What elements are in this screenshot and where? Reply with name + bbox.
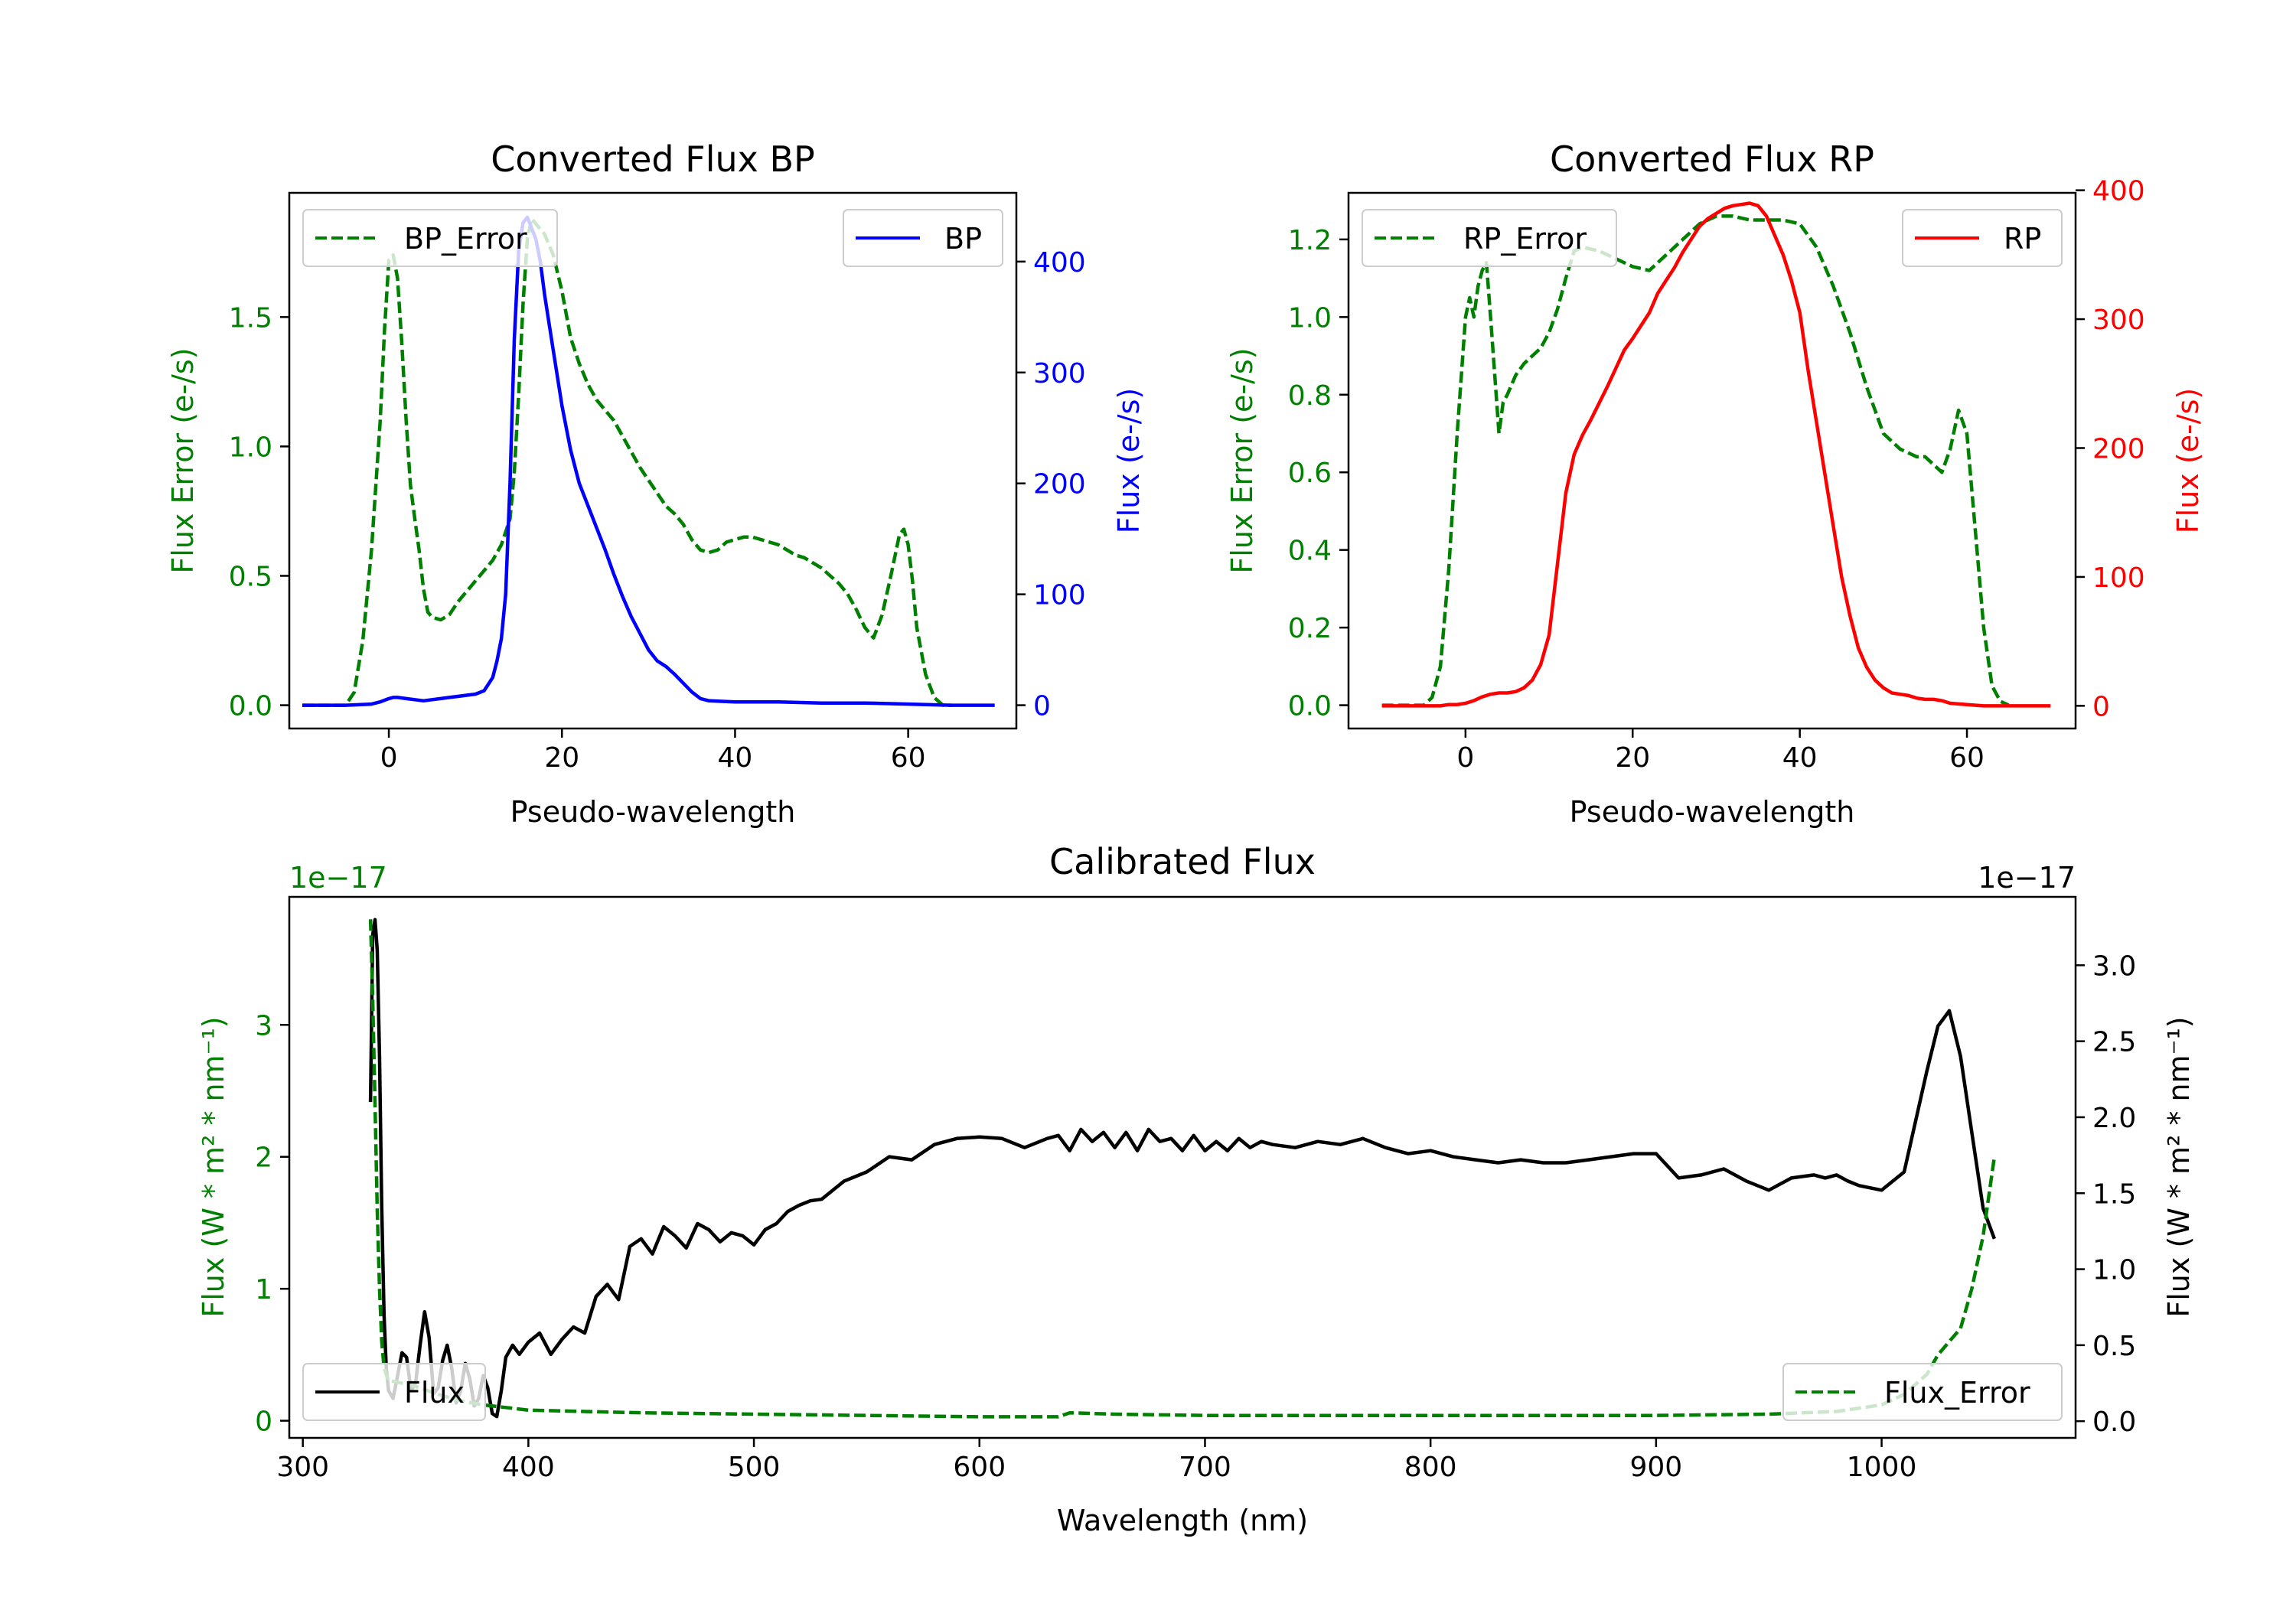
bp-right-y-tick-label: 200: [1033, 469, 1086, 500]
rp-x-tick-label: 60: [1949, 742, 1985, 774]
rp-legend-flux-box: [1902, 209, 2063, 267]
rp-right-y-tick-label: 200: [2092, 433, 2145, 464]
calibrated-x-axis-label: Wavelength (nm): [1057, 1504, 1308, 1537]
bp-axes-frame: [288, 191, 1018, 730]
rp-left-y-tick-label: 0.4: [1288, 536, 1332, 567]
rp-left-y-tick-label: 0.8: [1288, 380, 1332, 412]
bp-series-bp-error: [302, 217, 952, 707]
bp-legend-flux: BP: [843, 209, 1003, 267]
calibrated-left-offset: 1e−17: [289, 861, 387, 895]
calibrated-right-y-tick-label: 0.5: [2092, 1331, 2136, 1362]
rp-legend-flux-label: RP: [2004, 222, 2041, 256]
rp-left-y-tick-label: 0.6: [1288, 458, 1332, 489]
bp-left-y-tick-label: 1.5: [229, 302, 272, 334]
rp-left-y-axis-label: Flux Error (e-/s): [1225, 347, 1259, 573]
rp-legend-error-box: [1362, 209, 1617, 267]
calibrated-right-y-tick-label: 2.5: [2092, 1027, 2136, 1058]
bp-right-y-tick-label: 100: [1033, 580, 1086, 611]
calibrated-x-tick-label: 300: [276, 1452, 329, 1483]
bp-left-y-tick-label: 0.5: [229, 561, 272, 592]
rp-title: Converted Flux RP: [1550, 139, 1874, 180]
calibrated-x-tick-label: 600: [953, 1452, 1006, 1483]
calibrated-x-tick-label: 800: [1404, 1452, 1457, 1483]
bp-x-tick-label: 0: [380, 742, 398, 774]
calibrated-x-tick-label: 500: [728, 1452, 781, 1483]
calibrated-right-y-axis-label: Flux (W * m² * nm⁻¹): [2162, 1016, 2196, 1317]
bp-right-y-tick-label: 400: [1033, 247, 1086, 279]
calibrated-right-y-tick-label: 2.0: [2092, 1103, 2136, 1134]
rp-right-y-tick-label: 300: [2092, 305, 2145, 336]
rp-legend-flux: RP: [1902, 209, 2063, 267]
calibrated-legend-flux-label: Flux: [404, 1376, 465, 1410]
rp-right-y-tick-label: 0: [2092, 691, 2110, 722]
rp-x-axis-label: Pseudo-wavelength: [1570, 795, 1855, 829]
rp-series-layer: [1381, 201, 2051, 708]
calibrated-right-offset: 1e−17: [1978, 861, 2076, 895]
rp-x-tick-label: 40: [1782, 742, 1818, 774]
rp-left-y-tick-label: 0.0: [1288, 691, 1332, 722]
calibrated-left-y-tick-label: 3: [255, 1010, 272, 1041]
rp-axes-frame: [1347, 191, 2077, 730]
calibrated-tick-layer: 300 400 500 600 700 800 900 1000 0 1 2 3 0.0 0.5 1.0 1.…: [255, 950, 2136, 1483]
calibrated-panel: Calibrated Flux 1e−17 1e−17 300 400 500 600…: [197, 841, 2196, 1537]
bp-right-y-tick-label: 0: [1033, 691, 1051, 722]
bp-x-tick-label: 60: [891, 742, 926, 774]
bp-legend-flux-box: [843, 209, 1003, 267]
bp-right-y-tick-label: 300: [1033, 358, 1086, 390]
rp-x-tick-label: 0: [1456, 742, 1474, 774]
bp-legend-error: BP_Error: [302, 209, 558, 267]
rp-legend-error: RP_Error: [1362, 209, 1617, 267]
bp-panel: Converted Flux BP 0 20 40 60 0.0 0.5 1.0 1.5 0 10…: [166, 139, 1146, 829]
bp-legend-error-box: [302, 209, 558, 267]
calibrated-legend-flux: Flux: [302, 1363, 486, 1421]
rp-left-y-tick-label: 1.0: [1288, 302, 1332, 334]
calibrated-axes-frame: [288, 895, 2077, 1439]
bp-title: Converted Flux BP: [491, 139, 815, 180]
calibrated-legend-flux-box: [302, 1363, 486, 1421]
calibrated-left-y-tick-label: 0: [255, 1407, 272, 1438]
bp-left-y-axis-label: Flux Error (e-/s): [166, 347, 200, 573]
bp-legend-flux-label: BP: [944, 222, 982, 256]
calibrated-left-y-axis-label: Flux (W * m² * nm⁻¹): [197, 1016, 230, 1317]
calibrated-legend-error-label: Flux_Error: [1884, 1376, 2030, 1410]
calibrated-right-y-tick-label: 1.0: [2092, 1255, 2136, 1286]
calibrated-x-tick-label: 1000: [1847, 1452, 1917, 1483]
calibrated-title: Calibrated Flux: [1049, 841, 1316, 882]
rp-right-y-tick-label: 100: [2092, 562, 2145, 594]
rp-series-rp: [1381, 201, 2051, 708]
rp-legend-error-label: RP_Error: [1463, 222, 1587, 256]
rp-tick-layer: 0 20 40 60 0.0 0.2 0.4 0.6 0.8 1.0 1.2 0 100 200 300 40…: [1288, 176, 2145, 774]
bp-left-y-tick-label: 1.0: [229, 432, 272, 463]
rp-x-tick-label: 20: [1615, 742, 1650, 774]
calibrated-right-y-tick-label: 1.5: [2092, 1178, 2136, 1210]
bp-left-y-tick-label: 0.0: [229, 691, 272, 722]
bp-x-tick-label: 40: [718, 742, 753, 774]
calibrated-left-y-tick-label: 2: [255, 1143, 272, 1174]
rp-left-y-tick-label: 1.2: [1288, 225, 1332, 256]
rp-right-y-tick-label: 400: [2092, 176, 2145, 207]
bp-x-axis-label: Pseudo-wavelength: [510, 795, 796, 829]
rp-right-y-axis-label: Flux (e-/s): [2171, 388, 2205, 533]
calibrated-x-tick-label: 700: [1179, 1452, 1231, 1483]
calibrated-right-y-tick-label: 3.0: [2092, 950, 2136, 982]
bp-tick-layer: 0 20 40 60 0.0 0.5 1.0 1.5 0 100 200 300 400: [229, 247, 1086, 774]
calibrated-series-flux: [368, 918, 1997, 1419]
calibrated-right-y-tick-label: 0.0: [2092, 1407, 2136, 1438]
rp-left-y-tick-label: 0.2: [1288, 613, 1332, 644]
calibrated-legend-error-box: [1782, 1363, 2063, 1421]
calibrated-x-tick-label: 400: [502, 1452, 555, 1483]
calibrated-legend-error: Flux_Error: [1782, 1363, 2063, 1421]
bp-x-tick-label: 20: [544, 742, 579, 774]
calibrated-left-y-tick-label: 1: [255, 1274, 272, 1305]
calibrated-x-tick-label: 900: [1630, 1452, 1683, 1483]
bp-right-y-axis-label: Flux (e-/s): [1112, 388, 1146, 533]
bp-legend-error-label: BP_Error: [404, 222, 527, 256]
rp-series-rp-error: [1381, 214, 2010, 707]
rp-panel: Converted Flux RP 0 20 40 60 0.0 0.2 0.4 0.6 0.8…: [1225, 139, 2205, 829]
